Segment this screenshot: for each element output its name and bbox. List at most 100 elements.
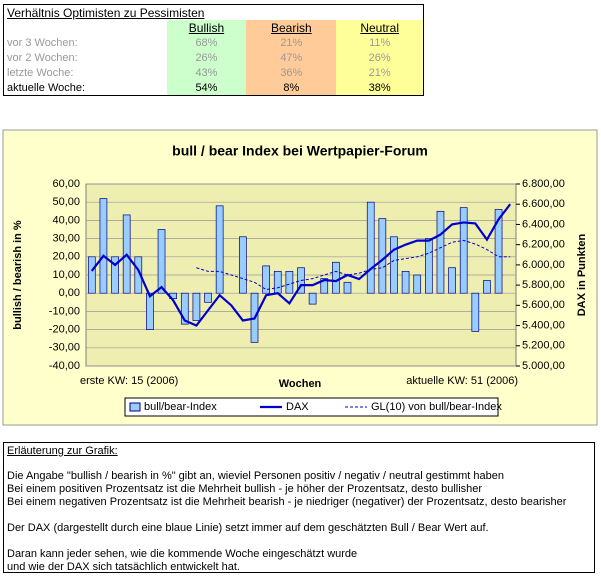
notes-line: und wie der DAX sich tatsächlich entwick… xyxy=(7,561,240,573)
notes-line: Bei einem positiven Prozentsatz ist die … xyxy=(7,483,483,495)
y-tick-label: 50,00 xyxy=(52,196,80,208)
bar xyxy=(483,280,491,294)
row-label: letzte Woche: xyxy=(7,66,74,79)
notes: Erläuterung zur Grafik: Die Angabe "bulli… xyxy=(3,442,595,573)
bar xyxy=(425,238,433,294)
y-tick-label: -10,00 xyxy=(49,305,80,317)
bar xyxy=(273,271,282,294)
legend-label: GL(10) von bull/bear-Index xyxy=(371,401,502,413)
value-cell: 26% xyxy=(336,50,424,65)
table-row: letzte Woche: 43% 36% 21% xyxy=(4,65,424,80)
value-cell: 38% xyxy=(336,80,424,96)
bar xyxy=(87,256,96,294)
bar xyxy=(459,207,468,294)
y2-tick-label: 6.400,00 xyxy=(522,218,565,230)
row-label: aktuelle Woche: xyxy=(7,81,86,94)
y2-axis-title: DAX in Punkten xyxy=(576,233,588,316)
value-cell: 8% xyxy=(246,80,337,96)
bar xyxy=(308,292,317,305)
y2-tick-label: 5.400,00 xyxy=(522,319,565,331)
y2-tick-label: 6.600,00 xyxy=(522,198,565,210)
bar xyxy=(413,274,422,294)
notes-paragraph: Daran kann jeder sehen, wie die kommende… xyxy=(7,548,591,574)
y2-tick-label: 5.600,00 xyxy=(522,299,565,311)
column-header: Neutral xyxy=(336,20,424,35)
y-tick-label: -20,00 xyxy=(49,324,80,336)
line xyxy=(90,203,512,327)
annotation: aktuelle KW: 51 (2006) xyxy=(406,375,518,387)
value-cell: 21% xyxy=(336,65,424,80)
bar xyxy=(390,236,398,294)
notes-line: Der DAX (dargestellt durch eine blaue Li… xyxy=(7,522,489,534)
value-cell: 47% xyxy=(246,50,337,65)
bar xyxy=(215,205,224,294)
title-row: Verhältnis Optimisten zu Pessimisten xyxy=(4,5,424,21)
column-header: Bearish xyxy=(246,20,337,35)
bar xyxy=(471,292,480,332)
column-header: Bullish xyxy=(166,20,247,35)
y-tick-label: -30,00 xyxy=(49,342,80,354)
notes-line: Die Angabe "bullish / bearish in %" gibt… xyxy=(7,470,504,482)
empty-cell xyxy=(4,20,167,35)
value-cell: 36% xyxy=(246,65,337,80)
y-tick-label: 20,00 xyxy=(52,251,80,263)
row-label: vor 3 Wochen: xyxy=(7,36,78,49)
y-tick-label: 10,00 xyxy=(52,269,80,281)
y-axis-title: bullish / bearish in % xyxy=(12,220,24,330)
bar xyxy=(494,209,503,294)
bar xyxy=(285,271,294,294)
bar xyxy=(436,210,445,294)
legend-swatch xyxy=(129,402,141,412)
y-tick-label: 0,00 xyxy=(59,287,80,299)
legend-box xyxy=(124,397,499,417)
bar xyxy=(192,292,201,321)
bar xyxy=(262,265,270,294)
bar xyxy=(134,256,143,294)
y-tick-label: 30,00 xyxy=(52,233,80,245)
y-tick-label: 60,00 xyxy=(52,178,80,190)
chart-title: bull / bear Index bei Wertpapier-Forum xyxy=(172,143,428,159)
y2-tick-label: 6.000,00 xyxy=(522,259,565,271)
y2-tick-label: 6.800,00 xyxy=(522,178,565,190)
ratio-table: Verhältnis Optimisten zu Pessimisten Bull… xyxy=(3,4,424,96)
table-row: vor 3 Wochen: 68% 21% 11% xyxy=(4,35,424,50)
y2-tick-label: 5.200,00 xyxy=(522,340,565,352)
value-cell: 11% xyxy=(336,35,424,50)
bar xyxy=(448,267,456,294)
notes-paragraph: Der DAX (dargestellt durch eine blaue Li… xyxy=(7,522,591,535)
bar xyxy=(111,256,119,294)
y-tick-label: 40,00 xyxy=(52,214,80,226)
notes-line: Bei einem negativen Prozentsatz ist die … xyxy=(7,496,567,508)
bar xyxy=(204,292,212,303)
bar xyxy=(332,261,340,294)
notes-title: Erläuterung zur Grafik: xyxy=(7,445,118,457)
table-row: aktuelle Woche: 54% 8% 38% xyxy=(4,80,424,96)
legend-label: bull/bear-Index xyxy=(144,401,217,413)
x-axis-title: Wochen xyxy=(279,378,322,390)
bar xyxy=(401,271,410,294)
table-row: vor 2 Wochen: 26% 47% 26% xyxy=(4,50,424,65)
bar xyxy=(99,198,108,294)
chart: bull / bear Index bei Wertpapier-Forum -4… xyxy=(2,129,598,426)
bar xyxy=(320,278,329,294)
value-cell: 21% xyxy=(246,35,337,50)
bar xyxy=(239,236,247,294)
y-tick-label: -40,00 xyxy=(49,360,80,372)
value-cell: 54% xyxy=(166,80,247,96)
bar xyxy=(146,292,154,330)
legend-label: DAX xyxy=(286,401,309,413)
value-cell: 26% xyxy=(166,50,247,65)
bar xyxy=(378,218,387,294)
bar xyxy=(366,201,375,294)
table-title: Verhältnis Optimisten zu Pessimisten xyxy=(7,5,205,20)
bar xyxy=(180,292,189,325)
line xyxy=(196,239,511,291)
y2-tick-label: 5.000,00 xyxy=(522,360,565,372)
value-cell: 43% xyxy=(166,65,247,80)
y2-tick-label: 6.200,00 xyxy=(522,239,565,251)
value-cell: 68% xyxy=(166,35,247,50)
y2-tick-label: 5.800,00 xyxy=(522,279,565,291)
row-label: vor 2 Wochen: xyxy=(7,51,78,64)
annotation: erste KW: 15 (2006) xyxy=(80,375,178,387)
bar xyxy=(343,281,352,294)
